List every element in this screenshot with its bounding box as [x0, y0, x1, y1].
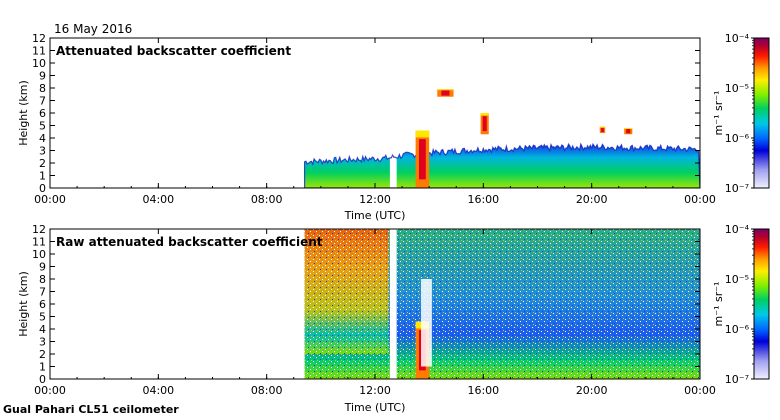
colorbar-gradient — [753, 37, 770, 189]
y-tick-label: 10 — [32, 57, 46, 70]
y-tick-label: 8 — [39, 82, 46, 95]
y-tick-label: 7 — [39, 286, 46, 299]
colorbar: 10⁻⁴ 10⁻⁵ 10⁻⁶ 10⁻⁷ m⁻¹ sr⁻¹ — [712, 32, 770, 195]
cloud-edge — [415, 130, 430, 138]
x-tick-label: 04:00 — [142, 193, 174, 206]
x-tick-label: 00:00 — [34, 193, 66, 206]
cloud-edge — [437, 89, 454, 91]
x-tick-label: 08:00 — [251, 193, 283, 206]
y-tick-label: 3 — [39, 336, 46, 349]
y-tick-label: 1 — [39, 361, 46, 374]
x-tick-label: 04:00 — [142, 384, 174, 397]
daytime-noise-speckle — [304, 229, 389, 354]
aerosol-layer-top — [303, 142, 700, 188]
y-tick-label: 6 — [39, 298, 46, 311]
y-tick-label: 12 — [32, 223, 46, 236]
y-tick-label: 7 — [39, 95, 46, 108]
panel-title: Attenuated backscatter coefficient — [56, 44, 291, 58]
y-tick-label: 6 — [39, 107, 46, 120]
colorbar: 10⁻⁴ 10⁻⁵ 10⁻⁶ 10⁻⁷ m⁻¹ sr⁻¹ — [712, 223, 770, 386]
y-tick-label: 10 — [32, 248, 46, 261]
y-tick-label: 2 — [39, 157, 46, 170]
date-label: 16 May 2016 — [54, 22, 132, 36]
y-tick-label: 11 — [32, 45, 46, 58]
y-tick-label: 3 — [39, 145, 46, 158]
cloud-core — [601, 127, 604, 133]
x-axis-label: Time (UTC) — [344, 209, 406, 222]
colorbar-tick-label: 10⁻⁶ — [725, 132, 750, 145]
x-tick-label: 16:00 — [467, 193, 499, 206]
colorbar-tick-label: 10⁻⁴ — [725, 223, 750, 236]
y-tick-label: 5 — [39, 311, 46, 324]
colorbar-tick-label: 10⁻⁷ — [725, 373, 749, 386]
colorbar-tick-label: 10⁻⁷ — [725, 182, 749, 195]
y-tick-label: 4 — [39, 132, 46, 145]
x-tick-label: 08:00 — [251, 384, 283, 397]
x-tick-label: 20:00 — [576, 384, 608, 397]
y-tick-label: 9 — [39, 261, 46, 274]
cloud-core — [482, 116, 487, 132]
cloud-core — [441, 90, 450, 96]
x-tick-label: 20:00 — [576, 193, 608, 206]
x-tick-label: 12:00 — [359, 384, 391, 397]
colorbar-tick-label: 10⁻⁵ — [725, 82, 749, 95]
y-tick-label: 9 — [39, 70, 46, 83]
colorbar-tick-label: 10⁻⁶ — [725, 323, 750, 336]
x-tick-label: 00:00 — [684, 384, 716, 397]
cloud-core — [419, 139, 426, 180]
saturated-column — [421, 279, 432, 367]
colorbar-tick-label: 10⁻⁴ — [725, 32, 750, 45]
cloud-edge — [599, 126, 606, 128]
colorbar-gradient — [753, 228, 770, 380]
y-axis-label: Height (km) — [17, 271, 30, 337]
y-tick-label: 0 — [39, 373, 46, 386]
x-axis-label: Time (UTC) — [344, 401, 406, 414]
x-tick-label: 16:00 — [467, 384, 499, 397]
y-tick-label: 0 — [39, 182, 46, 195]
y-axis-label: Height (km) — [17, 80, 30, 146]
y-tick-label: 1 — [39, 170, 46, 183]
cloud-core — [626, 128, 631, 134]
colorbar-unit-label: m⁻¹ sr⁻¹ — [712, 282, 725, 327]
y-tick-label: 4 — [39, 323, 46, 336]
y-tick-label: 5 — [39, 120, 46, 133]
y-tick-label: 2 — [39, 348, 46, 361]
colorbar-tick-label: 10⁻⁵ — [725, 273, 749, 286]
y-tick-label: 11 — [32, 236, 46, 249]
y-tick-label: 8 — [39, 273, 46, 286]
colorbar-unit-label: m⁻¹ sr⁻¹ — [712, 91, 725, 136]
x-tick-label: 00:00 — [34, 384, 66, 397]
cloud-edge — [480, 113, 489, 116]
y-tick-label: 12 — [32, 32, 46, 45]
x-tick-label: 12:00 — [359, 193, 391, 206]
panel-title: Raw attenuated backscatter coefficient — [56, 235, 323, 249]
data-gap — [389, 229, 397, 379]
x-tick-label: 00:00 — [684, 193, 716, 206]
data-gap — [389, 38, 397, 188]
figure-caption: Gual Pahari CL51 ceilometer — [3, 403, 179, 416]
cloud-edge — [624, 128, 633, 129]
